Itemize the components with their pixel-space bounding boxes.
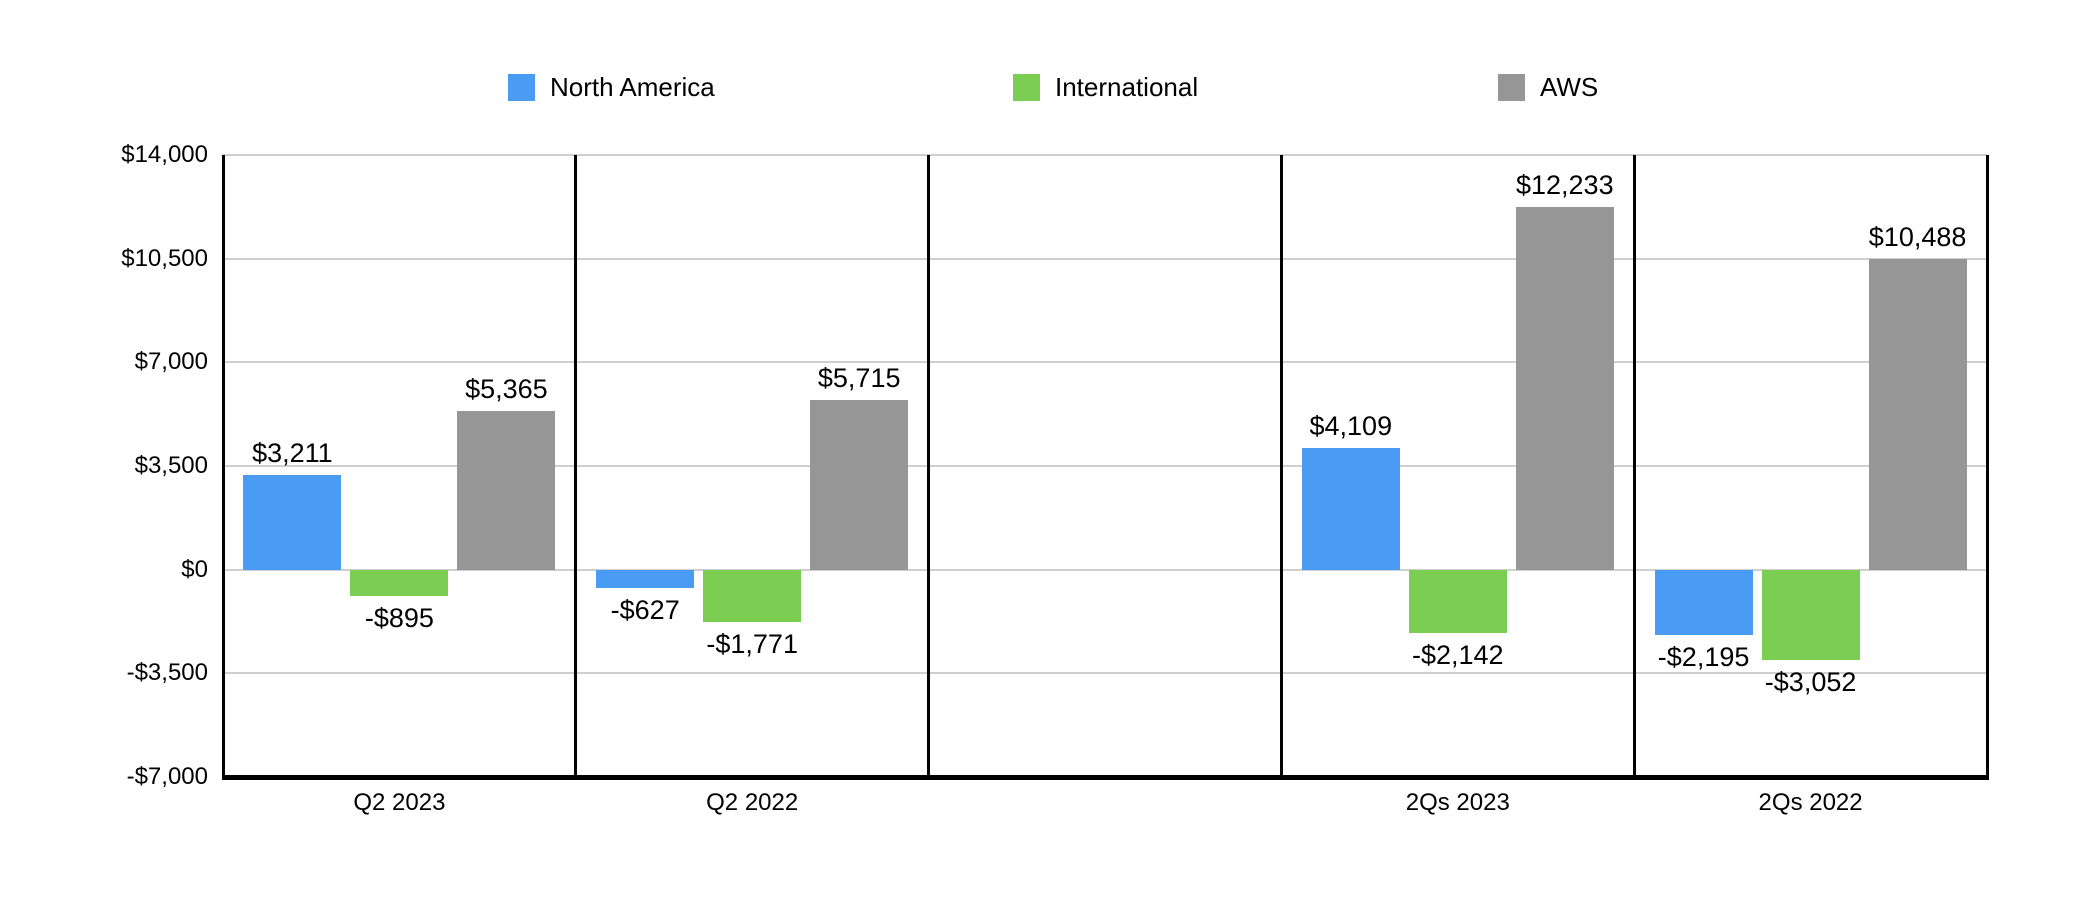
value-label-north-america-q2-2022: -$627 — [610, 595, 680, 626]
panel-divider — [1279, 155, 1283, 777]
bar-north-america-2qs-2023 — [1301, 447, 1400, 570]
international-swatch-icon — [1013, 73, 1040, 101]
bar-international-q2-2023 — [350, 569, 449, 597]
panel-divider — [1632, 155, 1636, 777]
value-label-aws-2qs-2022: $10,488 — [1868, 222, 1967, 253]
value-label-international-q2-2023: -$895 — [364, 603, 434, 634]
legend-item-aws: AWS — [1498, 72, 1598, 102]
bar-international-q2-2022 — [703, 569, 802, 623]
legend-label: North America — [550, 72, 715, 102]
legend-item-north-america: North America — [508, 72, 715, 102]
bar-north-america-q2-2022 — [596, 569, 695, 589]
y-axis-tick-label: -$3,500 — [126, 659, 208, 687]
value-label-aws-q2-2023: $5,365 — [465, 373, 548, 404]
bar-international-2qs-2023 — [1408, 569, 1507, 634]
y-axis-tick-label: $0 — [181, 555, 208, 583]
legend-item-international: International — [1013, 72, 1198, 102]
y-axis-tick-label: $7,000 — [134, 348, 208, 376]
x-axis-category-label-2qs-2023: 2Qs 2023 — [1405, 789, 1510, 816]
x-axis-category-label-q2-2022: Q2 2022 — [706, 789, 799, 816]
y-axis-tick-label: $3,500 — [134, 452, 208, 479]
plot-right-border — [1985, 155, 1989, 777]
legend-label: AWS — [1540, 72, 1599, 102]
bar-aws-2qs-2022 — [1868, 259, 1967, 570]
value-label-north-america-2qs-2023: $4,109 — [1309, 410, 1393, 441]
bar-international-2qs-2022 — [1761, 569, 1860, 661]
value-label-aws-q2-2022: $5,715 — [817, 363, 901, 394]
y-axis-tick-label: -$7,000 — [126, 763, 208, 790]
x-axis-line — [221, 775, 1989, 780]
value-label-north-america-2qs-2022: -$2,195 — [1657, 641, 1750, 672]
gridline — [223, 154, 1987, 156]
legend-label: International — [1055, 72, 1199, 102]
bar-aws-2qs-2023 — [1515, 207, 1614, 570]
value-label-international-2qs-2023: -$2,142 — [1412, 640, 1504, 671]
gridline — [223, 465, 1987, 467]
gridline — [223, 257, 1987, 260]
value-label-north-america-q2-2023: $3,211 — [252, 437, 333, 468]
panel-divider — [574, 155, 578, 777]
y-axis-tick-label: $14,000 — [121, 141, 208, 168]
aws-swatch-icon — [1498, 73, 1525, 101]
value-label-aws-2qs-2023: $12,233 — [1515, 170, 1614, 201]
bar-aws-q2-2022 — [810, 400, 909, 570]
gridline — [223, 568, 1987, 571]
north-america-swatch-icon — [508, 73, 535, 101]
x-axis-category-label-q2-2023: Q2 2023 — [353, 789, 446, 816]
gridline — [223, 672, 1987, 675]
bar-north-america-q2-2023 — [243, 474, 342, 570]
x-axis-category-label-2qs-2022: 2Qs 2022 — [1758, 789, 1863, 816]
y-axis-tick-label: $10,500 — [121, 244, 208, 272]
value-label-international-2qs-2022: -$3,052 — [1764, 667, 1857, 698]
bar-north-america-2qs-2022 — [1654, 569, 1753, 635]
y-axis-line — [221, 155, 225, 777]
gridline — [223, 361, 1987, 364]
value-label-international-q2-2022: -$1,771 — [706, 629, 798, 660]
panel-divider — [927, 155, 931, 777]
bar-aws-q2-2023 — [457, 410, 556, 570]
